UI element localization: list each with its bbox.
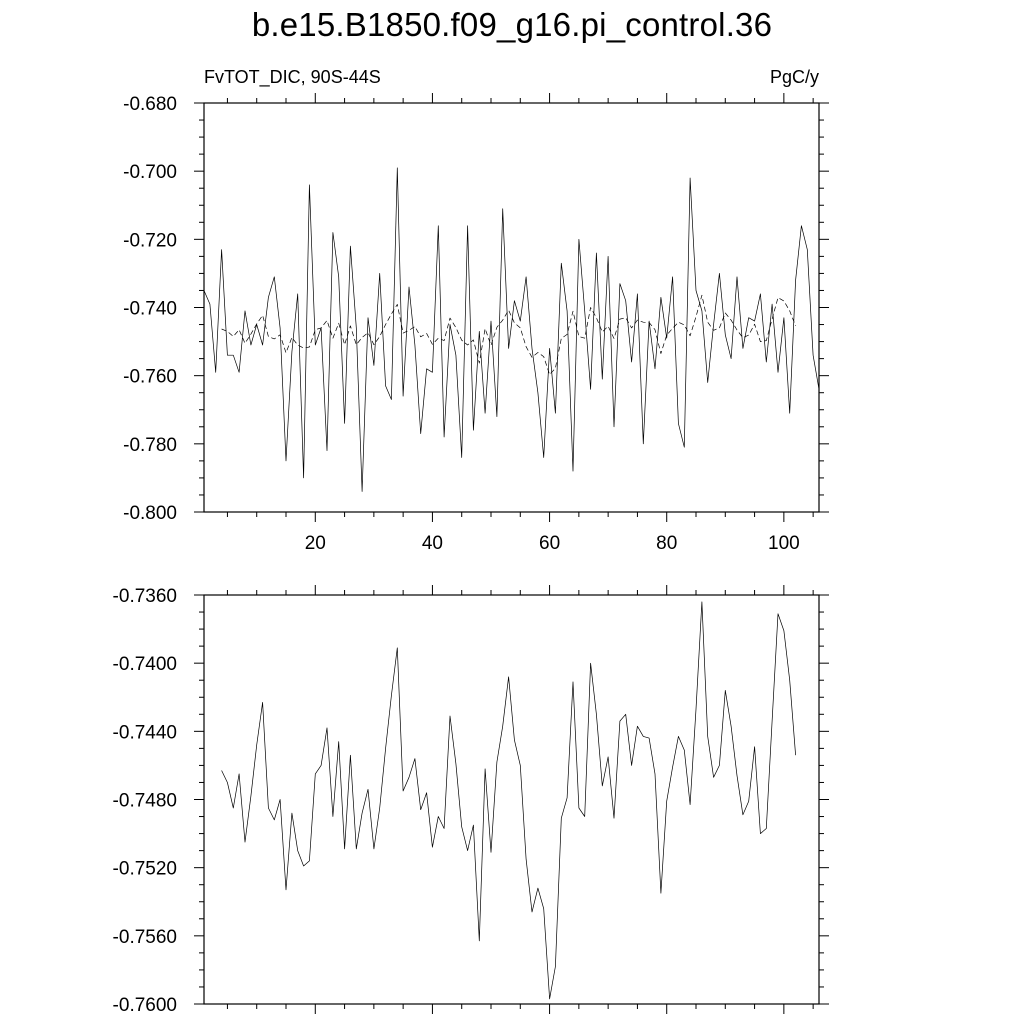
y-tick-label: -0.7560: [113, 927, 177, 948]
y-tick-label: -0.7440: [113, 722, 177, 743]
top-series-solid-line: [203, 167, 820, 492]
x-tick-label: 40: [422, 533, 443, 554]
x-tick-label: 20: [305, 533, 326, 554]
y-tick-label: -0.760: [123, 367, 177, 388]
y-tick-label: -0.720: [123, 230, 177, 251]
x-tick-label: 60: [539, 533, 560, 554]
top-panel: FvTOT_DIC, 90S-44S PgC/y 20 40 60 80 100 -0.6…: [123, 67, 829, 554]
y-tick-label: -0.7600: [113, 995, 177, 1016]
x-tick-label: 100: [768, 533, 800, 554]
y-tick-label: -0.7480: [113, 791, 177, 812]
y-tick-label: -0.740: [123, 299, 177, 320]
top-units-label: PgC/y: [770, 67, 819, 87]
y-tick-label: -0.7360: [113, 586, 177, 607]
bottom-panel: -0.7360 -0.7400 -0.7440 -0.7480 -0.7520 -0.75…: [113, 585, 829, 1016]
chart-title: b.e15.B1850.f09_g16.pi_control.36: [251, 6, 773, 43]
y-tick-label: -0.800: [123, 503, 177, 524]
y-tick-label: -0.780: [123, 435, 177, 456]
top-variable-label: FvTOT_DIC, 90S-44S: [204, 67, 381, 88]
x-tick-label: 80: [656, 533, 677, 554]
y-tick-label: -0.700: [123, 162, 177, 183]
top-series-dashed-line: [221, 294, 796, 375]
bottom-plot-frame: [203, 594, 820, 1005]
bottom-series-solid-line: [221, 601, 796, 1000]
y-tick-label: -0.7400: [113, 654, 177, 675]
y-tick-label: -0.680: [123, 94, 177, 115]
y-tick-label: -0.7520: [113, 859, 177, 880]
